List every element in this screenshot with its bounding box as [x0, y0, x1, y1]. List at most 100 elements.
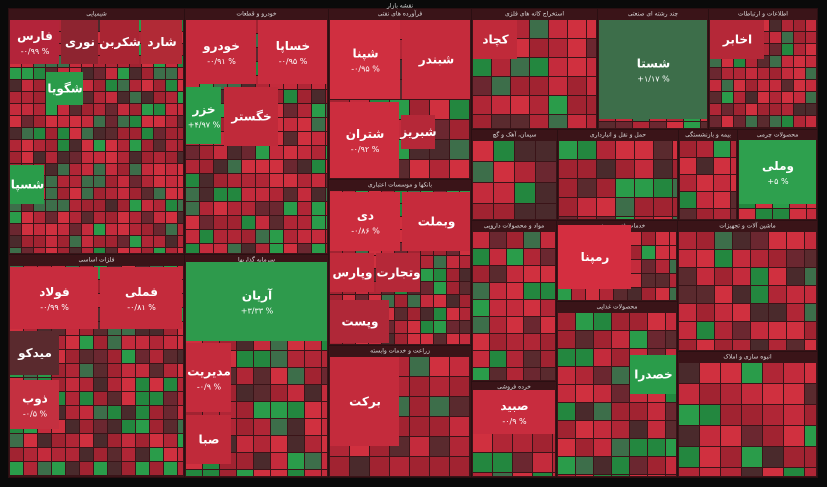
stock-tile — [490, 334, 506, 350]
stock-name: فولاد — [39, 285, 69, 300]
stock-tile — [82, 200, 93, 211]
stock-change: -۰/۹۱ % — [207, 57, 236, 66]
stock-tile — [450, 140, 469, 159]
stock-tile — [758, 56, 769, 67]
stock-tile — [751, 286, 768, 303]
stock-tile — [666, 403, 676, 420]
stock-tile — [70, 140, 81, 151]
stock-tile — [493, 453, 512, 472]
stock-tile — [733, 286, 750, 303]
stock-tile — [700, 468, 720, 476]
stock-tile — [490, 249, 506, 265]
stock-tile — [763, 405, 783, 425]
stock-tile — [390, 457, 409, 476]
stock-tile — [633, 122, 649, 128]
stock-tile — [130, 104, 141, 115]
stock-tile — [576, 331, 593, 348]
stock-tile — [164, 378, 177, 391]
stock-tile — [558, 457, 575, 474]
stock-tile — [782, 20, 793, 31]
stock-tile — [38, 462, 51, 475]
stock-tile — [806, 80, 816, 91]
stock-tile — [66, 420, 79, 433]
stock-tile — [284, 146, 297, 159]
stock-tile — [118, 224, 129, 235]
stock-tile — [794, 32, 805, 43]
stock-tile — [697, 340, 714, 350]
stock-tile — [118, 188, 129, 199]
stock-tile — [490, 300, 506, 316]
stock-tile — [805, 268, 816, 285]
stock-tile — [58, 188, 69, 199]
stock-tile — [254, 368, 270, 384]
stock-tile — [473, 141, 493, 161]
stock-tile — [312, 90, 325, 103]
stock-tile — [322, 453, 327, 469]
stock-tile — [599, 122, 615, 128]
stock-tile — [697, 158, 713, 174]
stock-tile — [178, 350, 183, 363]
stock-tile — [679, 250, 696, 267]
stock-tile — [242, 202, 255, 215]
stock-tile — [38, 448, 51, 461]
stock-tile — [635, 179, 653, 197]
stock-tile — [94, 176, 105, 187]
stock-tile — [256, 146, 269, 159]
stock-tile — [178, 406, 183, 419]
stock-tile — [186, 415, 231, 464]
stock-tile — [10, 331, 59, 375]
stock-tile — [178, 212, 183, 223]
stock-tile — [722, 116, 733, 127]
stock-tile — [70, 128, 81, 139]
stock-tile — [648, 475, 665, 476]
stock-tile — [656, 232, 669, 245]
stock-tile — [782, 92, 793, 103]
stock-change: -۰/۸۱ % — [127, 303, 156, 312]
stock-tile — [722, 92, 733, 103]
stock-tile — [122, 350, 135, 363]
stock-tile — [10, 248, 21, 253]
stock-name: اخابر — [722, 33, 752, 47]
stock-tile — [805, 340, 816, 350]
stock-tile — [228, 202, 241, 215]
stock-tile — [142, 236, 153, 247]
stock-tile — [648, 403, 665, 420]
stock-tile — [322, 385, 327, 401]
stock-tile — [434, 282, 446, 294]
stock-tile — [680, 158, 696, 174]
stock-tile — [558, 225, 631, 289]
stock-tile — [82, 128, 93, 139]
stock-tile — [533, 433, 552, 452]
stock-tile — [10, 224, 21, 235]
stock-tile — [150, 364, 163, 377]
stock-tile — [270, 174, 283, 187]
stock-tile — [673, 141, 677, 159]
stock-tile — [587, 58, 596, 76]
stock-tile — [794, 56, 805, 67]
stock-tile — [80, 336, 93, 349]
stock-tile — [782, 56, 793, 67]
stock-tile — [473, 368, 489, 380]
stock-change: -۰/۹۹ % — [40, 303, 69, 312]
stock-tile — [805, 304, 816, 321]
stock-tile — [434, 256, 446, 268]
stock-tile — [410, 417, 429, 436]
stock-tile — [256, 160, 269, 173]
stock-name: شسپا — [11, 178, 44, 192]
stock-tile — [166, 188, 177, 199]
stock-tile — [507, 317, 523, 333]
stock-tile — [642, 288, 655, 300]
stock-tile — [511, 115, 529, 128]
stock-tile — [142, 212, 153, 223]
stock-tile — [648, 421, 665, 438]
stock-tile — [150, 336, 163, 349]
stock-tile — [568, 20, 586, 38]
stock-tile — [284, 174, 297, 187]
stock-tile — [80, 364, 93, 377]
stock-tile — [118, 80, 129, 91]
stock-tile — [679, 232, 696, 249]
stock-tile — [734, 56, 745, 67]
stock-tile — [568, 58, 586, 76]
stock-tile — [763, 468, 783, 476]
stock-tile — [228, 146, 241, 159]
